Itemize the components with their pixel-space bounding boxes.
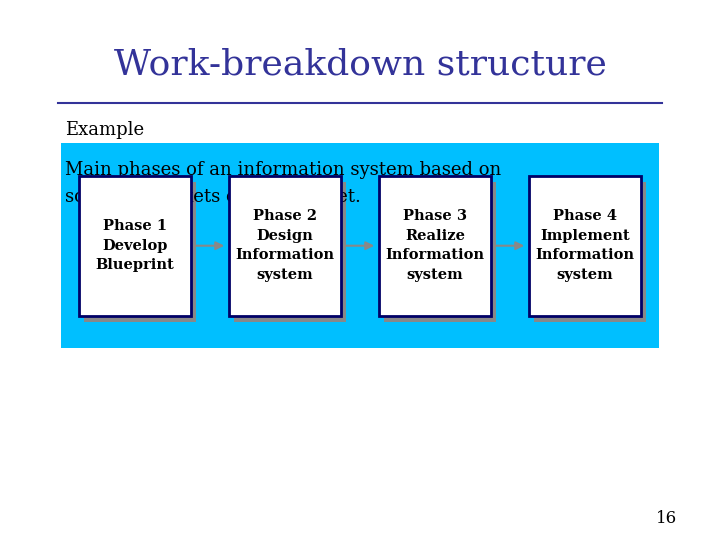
Text: 16: 16 bbox=[656, 510, 677, 527]
Text: Main phases of an information system based on: Main phases of an information system bas… bbox=[65, 161, 501, 179]
Bar bbox=[379, 176, 491, 316]
Text: Phase 4
Implement
Information
system: Phase 4 Implement Information system bbox=[536, 210, 634, 282]
Bar bbox=[61, 143, 659, 348]
Bar bbox=[79, 176, 191, 316]
Text: Phase 3
Realize
Information
system: Phase 3 Realize Information system bbox=[385, 210, 485, 282]
Bar bbox=[229, 176, 341, 316]
Bar bbox=[234, 182, 346, 322]
Bar bbox=[529, 176, 641, 316]
Bar bbox=[534, 182, 646, 322]
Bar bbox=[384, 182, 496, 322]
Bar bbox=[84, 182, 196, 322]
Text: Phase 1
Develop
Blueprint: Phase 1 Develop Blueprint bbox=[96, 219, 174, 272]
Text: software packets on the market.: software packets on the market. bbox=[65, 188, 361, 206]
Text: Example: Example bbox=[65, 120, 144, 139]
Text: Phase 2
Design
Information
system: Phase 2 Design Information system bbox=[235, 210, 335, 282]
Text: Work-breakdown structure: Work-breakdown structure bbox=[114, 48, 606, 82]
